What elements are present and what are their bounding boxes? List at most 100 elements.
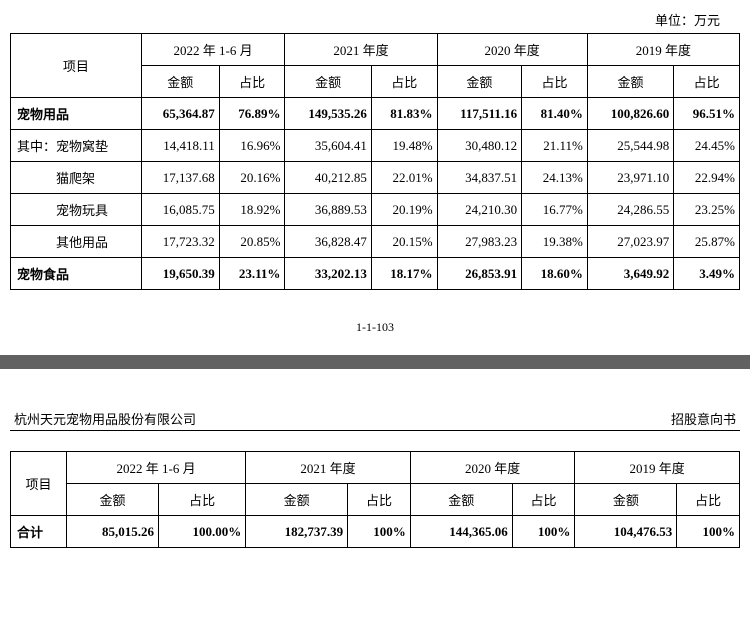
data-cell: 18.92% [219,194,285,226]
data-cell: 100% [348,516,411,548]
data-cell: 24,286.55 [587,194,673,226]
data-cell: 81.40% [522,98,588,130]
data-cell: 100% [512,516,575,548]
summary-table: 项目 2022 年 1-6 月 2021 年度 2020 年度 2019 年度 … [10,451,740,548]
data-cell: 26,853.91 [437,258,522,290]
subheader: 占比 [371,66,437,98]
row-label: 宠物玩具 [11,194,142,226]
subheader: 占比 [159,484,246,516]
data-cell: 27,983.23 [437,226,522,258]
subheader: 占比 [674,66,740,98]
period-header: 2021 年度 [285,34,437,66]
data-cell: 19,650.39 [141,258,219,290]
data-cell: 30,480.12 [437,130,522,162]
data-cell: 17,723.32 [141,226,219,258]
period-header: 2019 年度 [575,452,740,484]
table-row: 其中：宠物窝垫14,418.1116.96%35,604.4119.48%30,… [11,130,740,162]
data-cell: 17,137.68 [141,162,219,194]
data-cell: 100,826.60 [587,98,673,130]
data-cell: 27,023.97 [587,226,673,258]
data-cell: 16.96% [219,130,285,162]
data-cell: 23,971.10 [587,162,673,194]
data-cell: 21.11% [522,130,588,162]
period-header: 2022 年 1-6 月 [66,452,245,484]
data-cell: 24.13% [522,162,588,194]
data-cell: 14,418.11 [141,130,219,162]
row-label: 宠物食品 [11,258,142,290]
subheader: 金额 [141,66,219,98]
period-header: 2020 年度 [437,34,587,66]
unit-label: 单位：万元 [10,10,740,29]
table-row: 猫爬架17,137.6820.16%40,212.8522.01%34,837.… [11,162,740,194]
data-cell: 20.15% [371,226,437,258]
data-cell: 117,511.16 [437,98,522,130]
table-row: 宠物玩具16,085.7518.92%36,889.5320.19%24,210… [11,194,740,226]
data-cell: 144,365.06 [410,516,512,548]
data-cell: 35,604.41 [285,130,371,162]
table-row: 宠物食品19,650.3923.11%33,202.1318.17%26,853… [11,258,740,290]
data-cell: 149,535.26 [285,98,371,130]
subheader: 金额 [437,66,522,98]
subheader: 占比 [522,66,588,98]
data-cell: 16,085.75 [141,194,219,226]
data-cell: 104,476.53 [575,516,677,548]
col-project: 项目 [11,34,142,98]
data-cell: 3.49% [674,258,740,290]
subheader: 占比 [348,484,411,516]
data-cell: 16.77% [522,194,588,226]
subheader: 金额 [410,484,512,516]
data-cell: 24,210.30 [437,194,522,226]
data-cell: 3,649.92 [587,258,673,290]
data-cell: 25.87% [674,226,740,258]
row-label: 其中：宠物窝垫 [11,130,142,162]
table-row: 其他用品17,723.3220.85%36,828.4720.15%27,983… [11,226,740,258]
period-header: 2022 年 1-6 月 [141,34,285,66]
data-cell: 23.11% [219,258,285,290]
subheader: 金额 [285,66,371,98]
period-header: 2019 年度 [587,34,739,66]
data-cell: 76.89% [219,98,285,130]
subheader: 占比 [512,484,575,516]
page-number: 1-1-103 [10,320,740,335]
data-cell: 19.38% [522,226,588,258]
subheader: 金额 [587,66,673,98]
table-row: 宠物用品65,364.8776.89%149,535.2681.83%117,5… [11,98,740,130]
doc-type: 招股意向书 [671,409,736,428]
data-cell: 100% [677,516,740,548]
data-cell: 20.16% [219,162,285,194]
data-cell: 65,364.87 [141,98,219,130]
data-cell: 33,202.13 [285,258,371,290]
data-cell: 22.01% [371,162,437,194]
page-header-line: 杭州天元宠物用品股份有限公司 招股意向书 [10,409,740,431]
company-name: 杭州天元宠物用品股份有限公司 [14,409,196,428]
data-cell: 19.48% [371,130,437,162]
subheader: 金额 [575,484,677,516]
subheader: 金额 [66,484,158,516]
data-cell: 96.51% [674,98,740,130]
data-cell: 81.83% [371,98,437,130]
data-cell: 22.94% [674,162,740,194]
row-label: 宠物用品 [11,98,142,130]
data-cell: 34,837.51 [437,162,522,194]
subheader: 占比 [677,484,740,516]
data-cell: 36,889.53 [285,194,371,226]
data-cell: 40,212.85 [285,162,371,194]
data-cell: 20.19% [371,194,437,226]
table-row: 合计85,015.26100.00%182,737.39100%144,365.… [11,516,740,548]
data-cell: 100.00% [159,516,246,548]
period-header: 2021 年度 [246,452,411,484]
row-label: 猫爬架 [11,162,142,194]
subheader: 金额 [246,484,348,516]
row-label: 合计 [11,516,67,548]
period-header: 2020 年度 [410,452,575,484]
data-cell: 23.25% [674,194,740,226]
data-cell: 24.45% [674,130,740,162]
subheader: 占比 [219,66,285,98]
data-cell: 182,737.39 [246,516,348,548]
data-cell: 85,015.26 [66,516,158,548]
data-cell: 25,544.98 [587,130,673,162]
main-data-table: 项目 2022 年 1-6 月 2021 年度 2020 年度 2019 年度 … [10,33,740,290]
data-cell: 36,828.47 [285,226,371,258]
data-cell: 18.17% [371,258,437,290]
row-label: 其他用品 [11,226,142,258]
